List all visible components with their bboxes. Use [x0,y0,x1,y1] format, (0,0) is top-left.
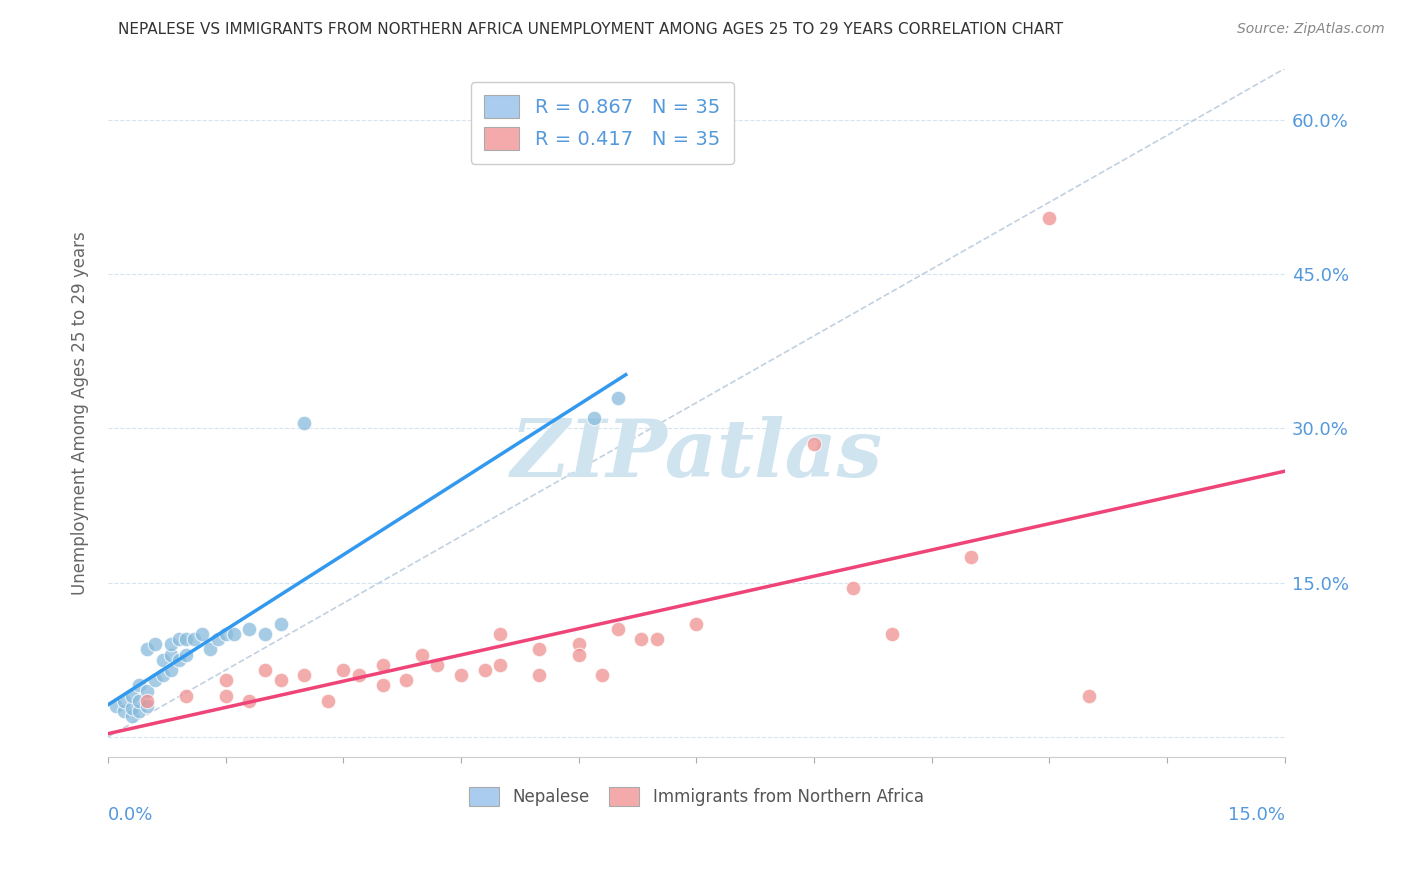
Point [803,437,825,451]
Point [159,648,181,662]
Point [128,704,150,718]
Point [371,678,394,692]
Point [426,657,449,672]
Point [332,663,354,677]
Point [960,549,983,564]
Point [474,663,496,677]
Point [842,581,865,595]
Point [176,648,198,662]
Point [489,657,512,672]
Point [128,678,150,692]
Point [104,698,127,713]
Point [685,616,707,631]
Point [316,694,339,708]
Point [371,657,394,672]
Point [529,668,551,682]
Point [176,632,198,647]
Point [176,689,198,703]
Point [606,622,628,636]
Point [159,663,181,677]
Text: NEPALESE VS IMMIGRANTS FROM NORTHERN AFRICA UNEMPLOYMENT AMONG AGES 25 TO 29 YEA: NEPALESE VS IMMIGRANTS FROM NORTHERN AFR… [118,22,1063,37]
Point [215,689,238,703]
Point [882,627,904,641]
Point [630,632,652,647]
Text: 0.0%: 0.0% [108,805,153,823]
Point [222,627,245,641]
Point [529,642,551,657]
Point [121,701,143,715]
Legend: Nepalese, Immigrants from Northern Africa: Nepalese, Immigrants from Northern Afric… [457,775,935,818]
Point [152,668,174,682]
Point [1038,211,1060,225]
Point [568,648,591,662]
Point [167,653,190,667]
Point [159,637,181,651]
Point [143,637,166,651]
Point [253,627,276,641]
Point [238,622,260,636]
Text: Source: ZipAtlas.com: Source: ZipAtlas.com [1237,22,1385,37]
Point [395,673,418,688]
Point [583,411,606,425]
Point [136,683,159,698]
Point [411,648,433,662]
Point [292,668,315,682]
Point [152,653,174,667]
Text: 15.0%: 15.0% [1227,805,1285,823]
Point [198,642,221,657]
Point [292,416,315,430]
Point [136,694,159,708]
Point [606,391,628,405]
Point [253,663,276,677]
Point [215,673,238,688]
Point [489,627,512,641]
Point [112,694,135,708]
Point [568,637,591,651]
Point [191,627,214,641]
Point [347,668,370,682]
Point [183,632,205,647]
Point [136,642,159,657]
Point [143,673,166,688]
Point [591,668,613,682]
Point [450,668,472,682]
Point [1077,689,1099,703]
Point [112,704,135,718]
Point [270,673,292,688]
Point [215,627,238,641]
Text: ZIPatlas: ZIPatlas [510,416,883,493]
Point [207,632,229,647]
Point [645,632,668,647]
Point [128,694,150,708]
Point [238,694,260,708]
Point [270,616,292,631]
Point [167,632,190,647]
Point [121,689,143,703]
Y-axis label: Unemployment Among Ages 25 to 29 years: Unemployment Among Ages 25 to 29 years [72,231,89,595]
Point [121,709,143,723]
Point [136,698,159,713]
